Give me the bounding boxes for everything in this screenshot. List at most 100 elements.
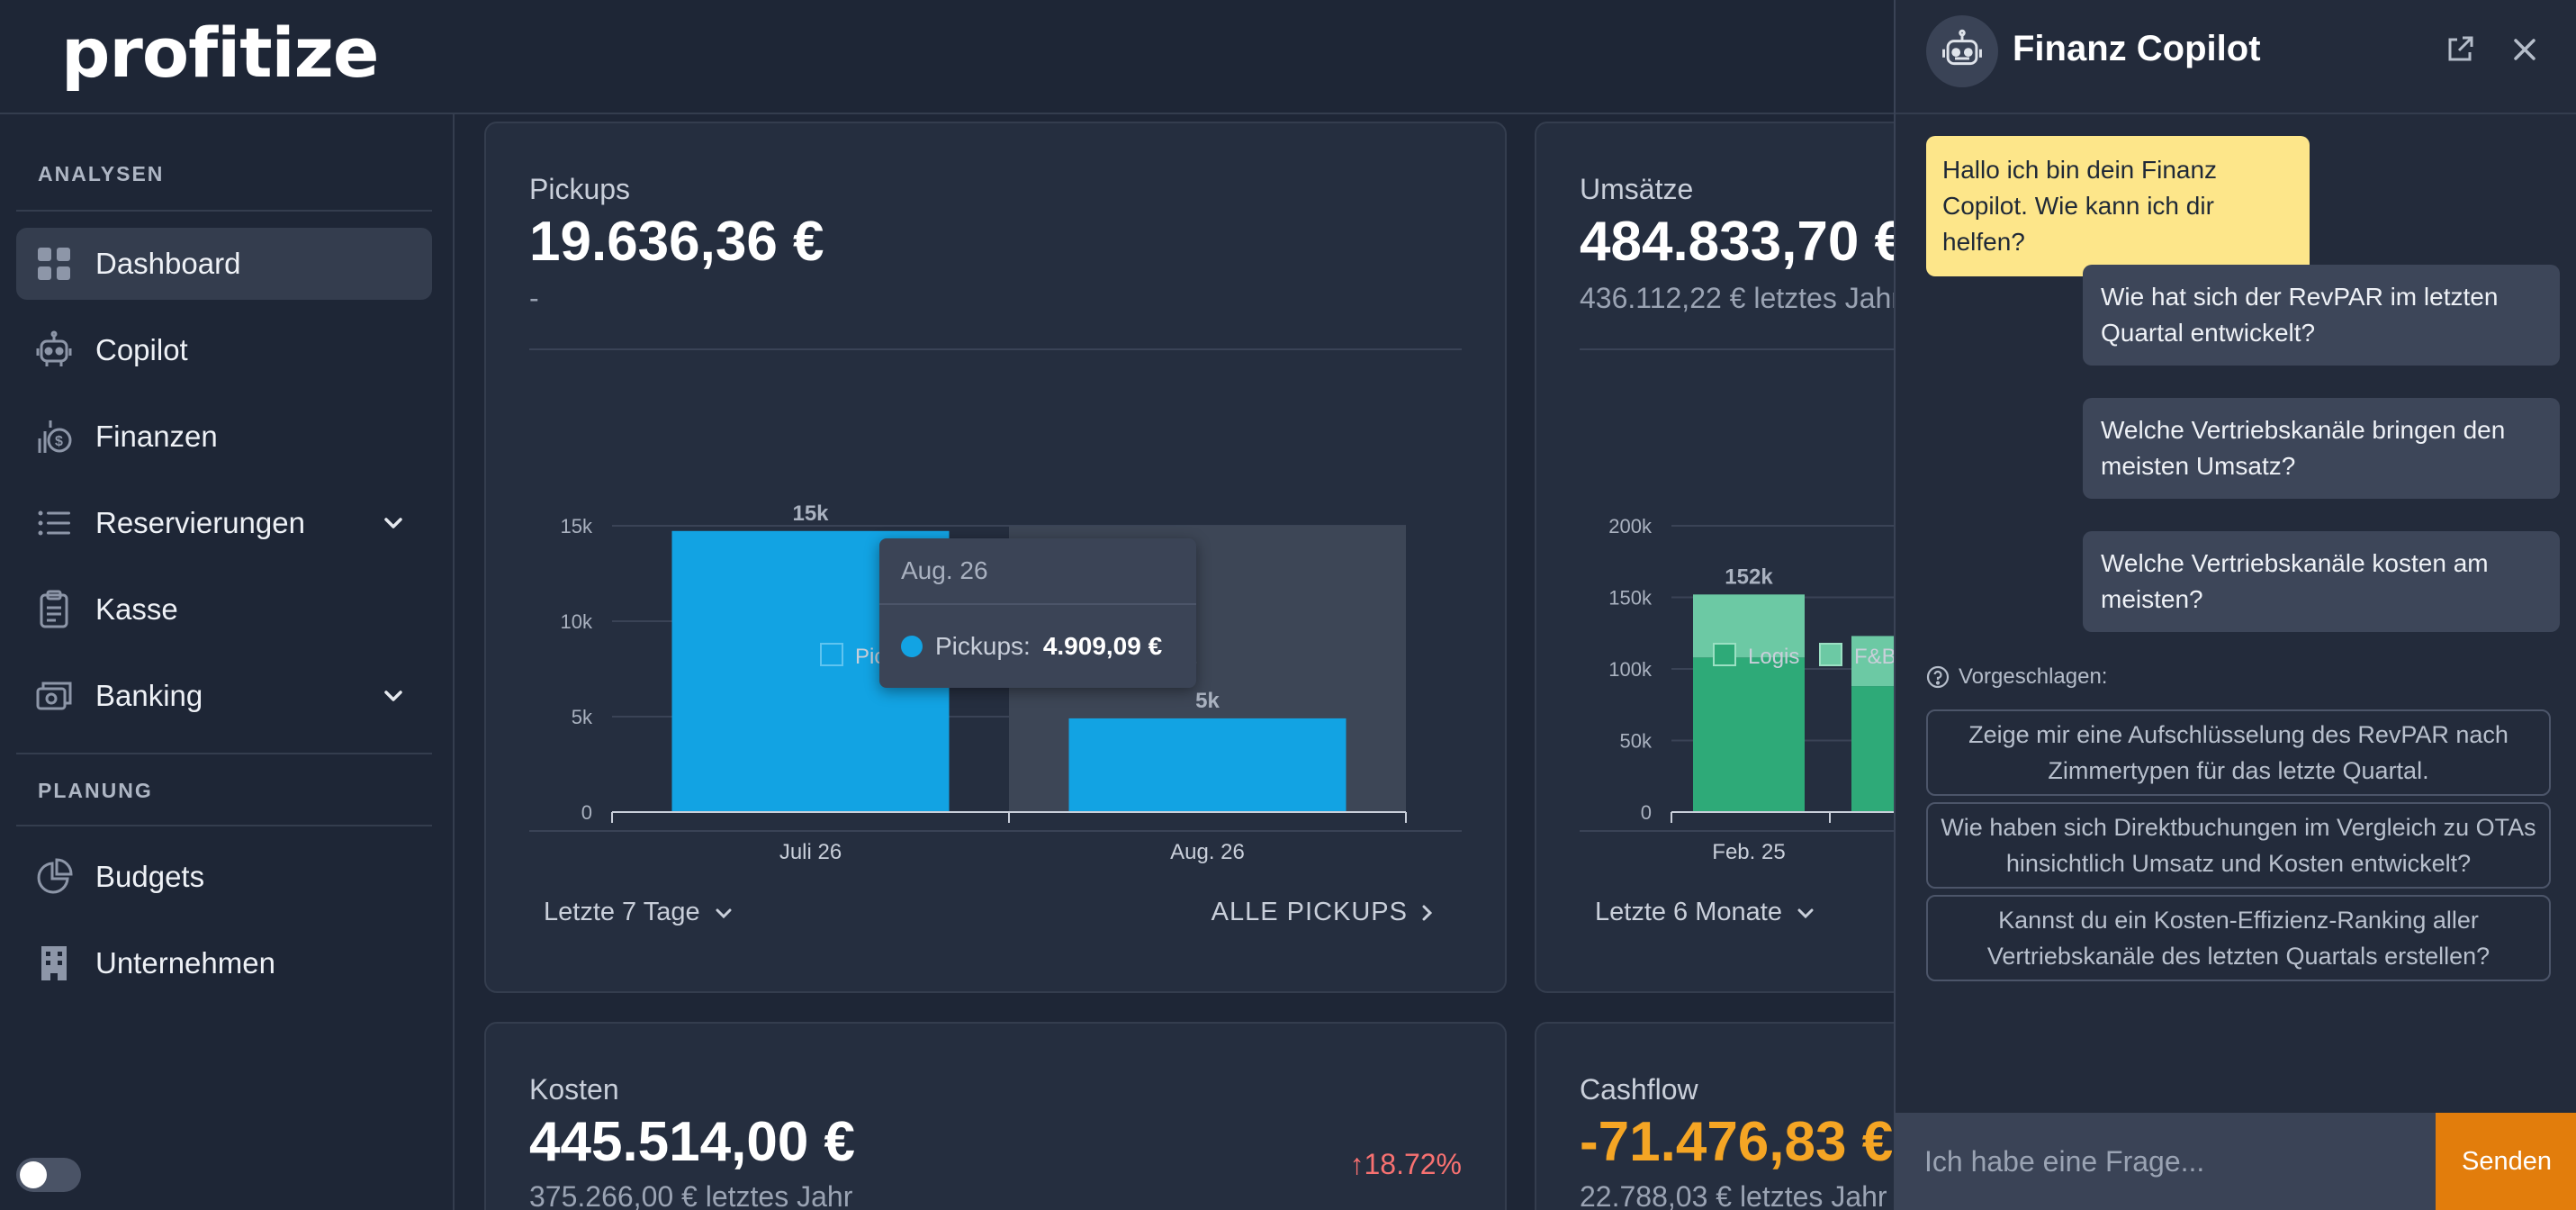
copilot-header: Finanz Copilot — [1896, 0, 2576, 114]
legend-swatch — [1819, 643, 1842, 666]
data-label: 15k — [792, 501, 829, 526]
external-link-icon[interactable] — [2443, 32, 2477, 67]
card-value: 445.514,00 € — [529, 1111, 856, 1173]
sidebar-section-analysen: ANALYSEN — [38, 162, 165, 185]
sidebar-item-reservierungen[interactable]: Reservierungen — [16, 487, 432, 559]
card-label: Kosten — [529, 1073, 619, 1106]
legend-swatch — [820, 643, 843, 666]
tooltip-value: 4.909,09 € — [1042, 632, 1163, 660]
y-tick-label: 150k — [1608, 587, 1653, 610]
divider — [529, 348, 1462, 350]
question-input[interactable] — [1896, 1113, 2436, 1210]
x-tick-label: Juli 26 — [779, 840, 842, 864]
fb-bar — [1693, 594, 1805, 658]
clipboard-icon — [34, 590, 74, 629]
card-label: Pickups — [529, 173, 631, 205]
sidebar-section-planung: PLANUNG — [38, 779, 153, 802]
logis-bar — [1693, 657, 1805, 812]
send-button[interactable]: Senden — [2436, 1113, 2576, 1210]
sidebar-item-copilot[interactable]: Copilot — [16, 314, 432, 386]
card-sub: - — [529, 282, 539, 314]
period-label: Letzte 6 Monate — [1595, 898, 1782, 926]
money-icon: $ — [34, 417, 74, 456]
suggestion-chip[interactable]: Zeige mir eine Aufschlüsselung des RevPA… — [1926, 709, 2551, 796]
link-label: ALLE PICKUPS — [1211, 898, 1408, 926]
umsaetze-card: Umsätze 484.833,70 € 436.112,22 € letzte… — [1535, 122, 1949, 993]
chart-tooltip: Aug. 26 Pickups: 4.909,09 € — [879, 538, 1196, 688]
x-tick-label: Feb. 25 — [1712, 840, 1785, 864]
sidebar-item-dashboard[interactable]: Dashboard — [16, 228, 432, 300]
suggestion-chip[interactable]: Wie haben sich Direktbuchungen im Vergle… — [1926, 802, 2551, 889]
change-badge: ↑18.72% — [1349, 1148, 1462, 1180]
sidebar-item-label: Reservierungen — [95, 506, 305, 539]
sidebar-item-unternehmen[interactable]: Unternehmen — [16, 927, 432, 999]
sidebar-item-label: Banking — [95, 679, 203, 712]
user-message: Welche Vertriebskanäle bringen den meist… — [2083, 398, 2560, 499]
chevron-down-icon[interactable] — [380, 510, 407, 537]
logo-text: profitize — [61, 13, 379, 93]
user-message: Wie hat sich der RevPAR im letzten Quart… — [2083, 265, 2560, 366]
suggestions-header: Vorgeschlagen: — [1926, 664, 2107, 690]
chevron-down-icon — [1797, 908, 1814, 918]
close-icon[interactable] — [2508, 32, 2542, 67]
chevron-down-icon[interactable] — [380, 682, 407, 709]
svg-text:$: $ — [55, 434, 63, 449]
legend-swatch — [1713, 643, 1736, 666]
y-tick-label: 50k — [1620, 730, 1653, 753]
period-dropdown[interactable]: Letzte 6 Monate — [1595, 898, 1816, 927]
sidebar-item-label: Finanzen — [95, 420, 218, 453]
sidebar-item-label: Unternehmen — [95, 946, 275, 980]
x-tick-label: Aug. 26 — [1170, 840, 1245, 864]
theme-toggle[interactable] — [16, 1158, 81, 1192]
period-label: Letzte 7 Tage — [544, 898, 700, 926]
series-dot — [901, 636, 923, 657]
sidebar-item-label: Kasse — [95, 592, 178, 626]
divider — [1580, 348, 1947, 350]
divider — [1580, 830, 1947, 832]
list-icon — [34, 503, 74, 543]
card-label: Umsätze — [1580, 173, 1694, 205]
copilot-title: Finanz Copilot — [2013, 29, 2261, 68]
grid-icon — [34, 244, 74, 284]
legend-label: F&B — [1854, 645, 1896, 669]
y-tick-label: 10k — [561, 610, 593, 633]
y-tick-label: 0 — [1641, 801, 1652, 824]
sidebar-item-label: Dashboard — [95, 247, 241, 280]
kosten-card: Kosten 445.514,00 € 375.266,00 € letztes… — [484, 1022, 1507, 1210]
legend-label: Logis — [1748, 645, 1799, 669]
card-sub: 436.112,22 € letztes Jahr — [1580, 282, 1901, 314]
copilot-panel: Finanz Copilot Hallo ich bin dein Finanz… — [1894, 0, 2576, 1210]
app-logo[interactable]: profitize — [61, 13, 379, 93]
robot-icon — [1926, 15, 1998, 87]
card-value: 484.833,70 € — [1580, 211, 1906, 273]
chevron-down-icon — [716, 908, 732, 918]
sidebar-item-kasse[interactable]: Kasse — [16, 573, 432, 646]
toggle-knob — [20, 1161, 47, 1188]
top-header: profitize — [0, 0, 1894, 114]
tooltip-series: Pickups: — [935, 632, 1031, 660]
building-icon — [34, 944, 74, 983]
y-tick-label: 5k — [572, 706, 593, 728]
period-dropdown[interactable]: Letzte 7 Tage — [544, 898, 734, 927]
divider — [529, 830, 1462, 832]
sidebar: ANALYSEN Dashboard Copilot $ Finanzen Re… — [0, 114, 455, 1210]
sidebar-divider — [16, 753, 432, 754]
user-message: Welche Vertriebskanäle kosten am meisten… — [2083, 531, 2560, 632]
cashflow-card: Cashflow -71.476,83 € 22.788,03 € letzte… — [1535, 1022, 1949, 1210]
data-label: 152k — [1725, 564, 1773, 589]
chevron-right-icon — [1422, 905, 1433, 920]
sidebar-item-finanzen[interactable]: $ Finanzen — [16, 401, 432, 473]
suggestion-chip[interactable]: Kannst du ein Kosten-Effizienz-Ranking a… — [1926, 895, 2551, 981]
data-label: 5k — [1195, 689, 1220, 713]
tooltip-body: Pickups: 4.909,09 € — [879, 605, 1196, 688]
sidebar-item-banking[interactable]: Banking — [16, 660, 432, 732]
card-value: 19.636,36 € — [529, 211, 824, 273]
cash-icon — [34, 676, 74, 716]
pie-icon — [34, 857, 74, 897]
sidebar-item-label: Budgets — [95, 860, 205, 893]
all-pickups-link[interactable]: ALLE PICKUPS — [1211, 898, 1437, 927]
robot-icon — [34, 330, 74, 370]
sidebar-item-budgets[interactable]: Budgets — [16, 841, 432, 913]
card-sub: 375.266,00 € letztes Jahr — [529, 1180, 853, 1210]
